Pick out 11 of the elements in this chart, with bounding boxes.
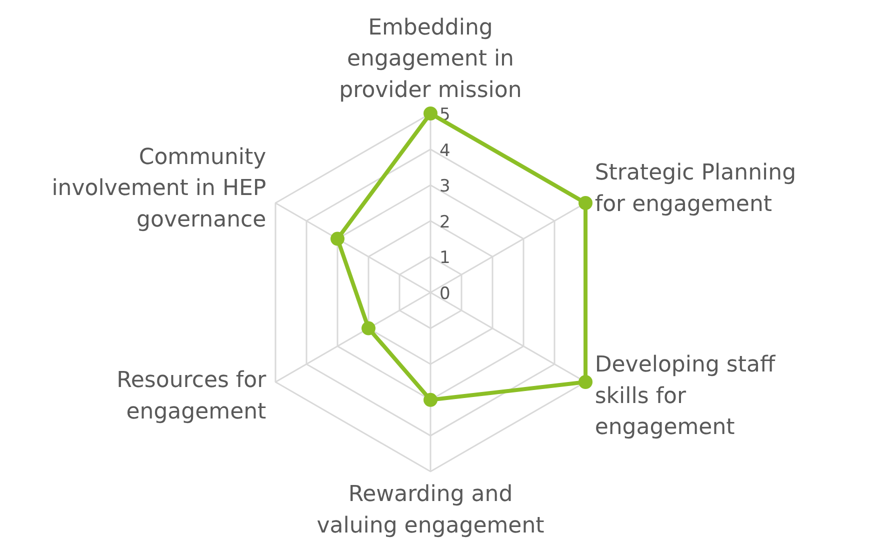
spoke-label: Rewarding and valuing engagement (316, 482, 545, 538)
spoke-label: Strategic Planning for engagement (594, 160, 796, 217)
y-tick-label: 1 (439, 248, 450, 268)
spoke-label: Community involvement in HEP governance (52, 144, 266, 232)
spoke-label: Resources for engagement (116, 368, 268, 424)
spoke-label: Embedding engagement in provider mission (339, 15, 522, 103)
y-tick-label: 3 (439, 176, 450, 197)
y-tick-label: 2 (439, 212, 450, 232)
y-tick-label: 0 (439, 284, 450, 304)
spoke-label: Developing staff skills for engagement (594, 352, 776, 440)
y-tick-label: 4 (439, 140, 450, 161)
